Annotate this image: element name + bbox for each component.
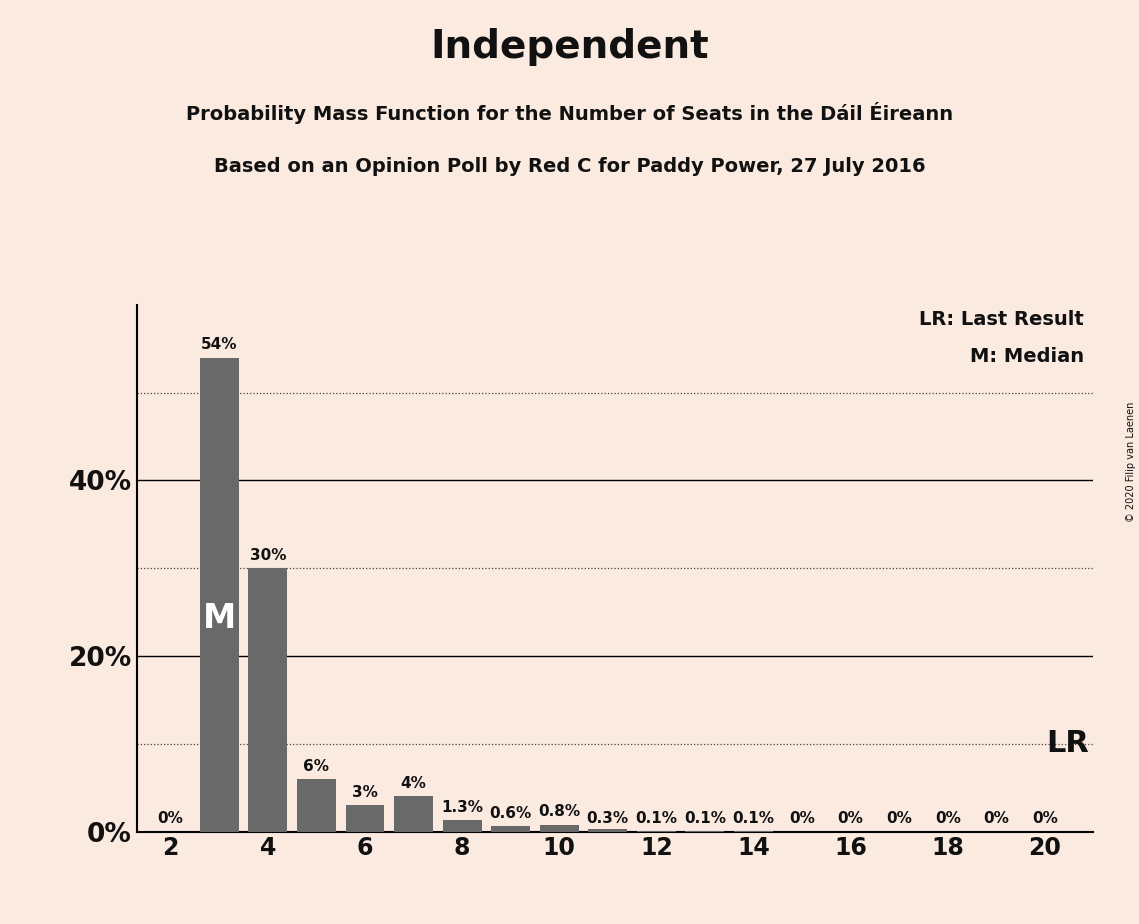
Text: Probability Mass Function for the Number of Seats in the Dáil Éireann: Probability Mass Function for the Number…: [186, 102, 953, 124]
Text: 0.1%: 0.1%: [636, 811, 678, 826]
Text: Based on an Opinion Poll by Red C for Paddy Power, 27 July 2016: Based on an Opinion Poll by Red C for Pa…: [214, 157, 925, 176]
Text: 30%: 30%: [249, 548, 286, 563]
Text: 0%: 0%: [1032, 811, 1058, 826]
Text: 0.1%: 0.1%: [683, 811, 726, 826]
Text: Independent: Independent: [431, 28, 708, 66]
Text: 0.1%: 0.1%: [732, 811, 775, 826]
Bar: [345, 805, 384, 832]
Text: LR: Last Result: LR: Last Result: [919, 310, 1084, 329]
Text: 0.8%: 0.8%: [538, 804, 580, 820]
Text: LR: LR: [1046, 729, 1089, 759]
Text: 3%: 3%: [352, 785, 378, 800]
Bar: [491, 826, 530, 832]
Bar: [540, 824, 579, 832]
Bar: [297, 779, 336, 832]
Text: 0.3%: 0.3%: [587, 811, 629, 826]
Text: 54%: 54%: [200, 337, 238, 352]
Text: 0%: 0%: [789, 811, 816, 826]
Bar: [443, 821, 482, 832]
Text: 0%: 0%: [886, 811, 912, 826]
Text: 4%: 4%: [401, 776, 426, 791]
Text: 1.3%: 1.3%: [441, 800, 483, 815]
Bar: [589, 829, 628, 832]
Text: M: M: [203, 602, 236, 635]
Text: 0%: 0%: [157, 811, 183, 826]
Bar: [199, 358, 239, 832]
Text: 0.6%: 0.6%: [490, 806, 532, 821]
Bar: [248, 568, 287, 832]
Bar: [394, 796, 433, 832]
Text: M: Median: M: Median: [969, 347, 1084, 366]
Text: 0%: 0%: [837, 811, 863, 826]
Text: 0%: 0%: [935, 811, 960, 826]
Text: 0%: 0%: [983, 811, 1009, 826]
Text: © 2020 Filip van Laenen: © 2020 Filip van Laenen: [1126, 402, 1136, 522]
Text: 6%: 6%: [303, 759, 329, 773]
